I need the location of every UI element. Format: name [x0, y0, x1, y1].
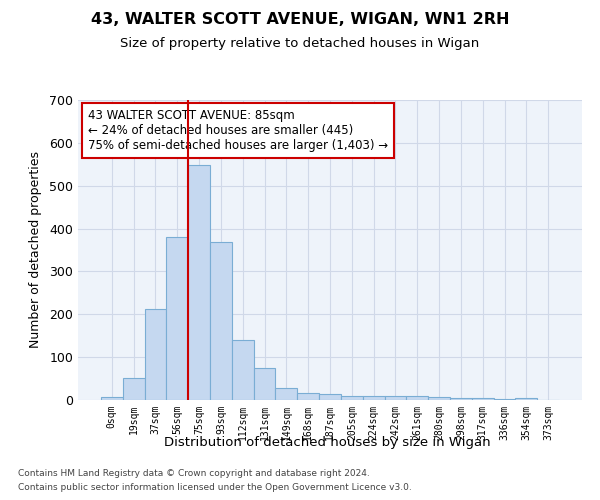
Text: Contains public sector information licensed under the Open Government Licence v3: Contains public sector information licen…	[18, 484, 412, 492]
Bar	[428, 396, 450, 400]
Bar	[363, 396, 385, 400]
Bar	[254, 368, 275, 400]
Y-axis label: Number of detached properties: Number of detached properties	[29, 152, 42, 348]
Bar	[319, 394, 341, 400]
Bar	[145, 308, 166, 400]
Bar	[472, 398, 494, 400]
Bar	[494, 398, 515, 400]
Text: Contains HM Land Registry data © Crown copyright and database right 2024.: Contains HM Land Registry data © Crown c…	[18, 468, 370, 477]
Bar	[101, 397, 123, 400]
Text: Size of property relative to detached houses in Wigan: Size of property relative to detached ho…	[121, 38, 479, 51]
Bar	[123, 378, 145, 400]
Bar	[515, 398, 537, 400]
Bar	[210, 242, 232, 400]
Bar	[232, 340, 254, 400]
Text: 43 WALTER SCOTT AVENUE: 85sqm
← 24% of detached houses are smaller (445)
75% of : 43 WALTER SCOTT AVENUE: 85sqm ← 24% of d…	[88, 109, 388, 152]
Bar	[297, 392, 319, 400]
Text: Distribution of detached houses by size in Wigan: Distribution of detached houses by size …	[164, 436, 490, 449]
Bar	[341, 396, 363, 400]
Bar	[385, 396, 406, 400]
Text: 43, WALTER SCOTT AVENUE, WIGAN, WN1 2RH: 43, WALTER SCOTT AVENUE, WIGAN, WN1 2RH	[91, 12, 509, 28]
Bar	[406, 396, 428, 400]
Bar	[450, 398, 472, 400]
Bar	[275, 388, 297, 400]
Bar	[166, 237, 188, 400]
Bar	[188, 165, 210, 400]
